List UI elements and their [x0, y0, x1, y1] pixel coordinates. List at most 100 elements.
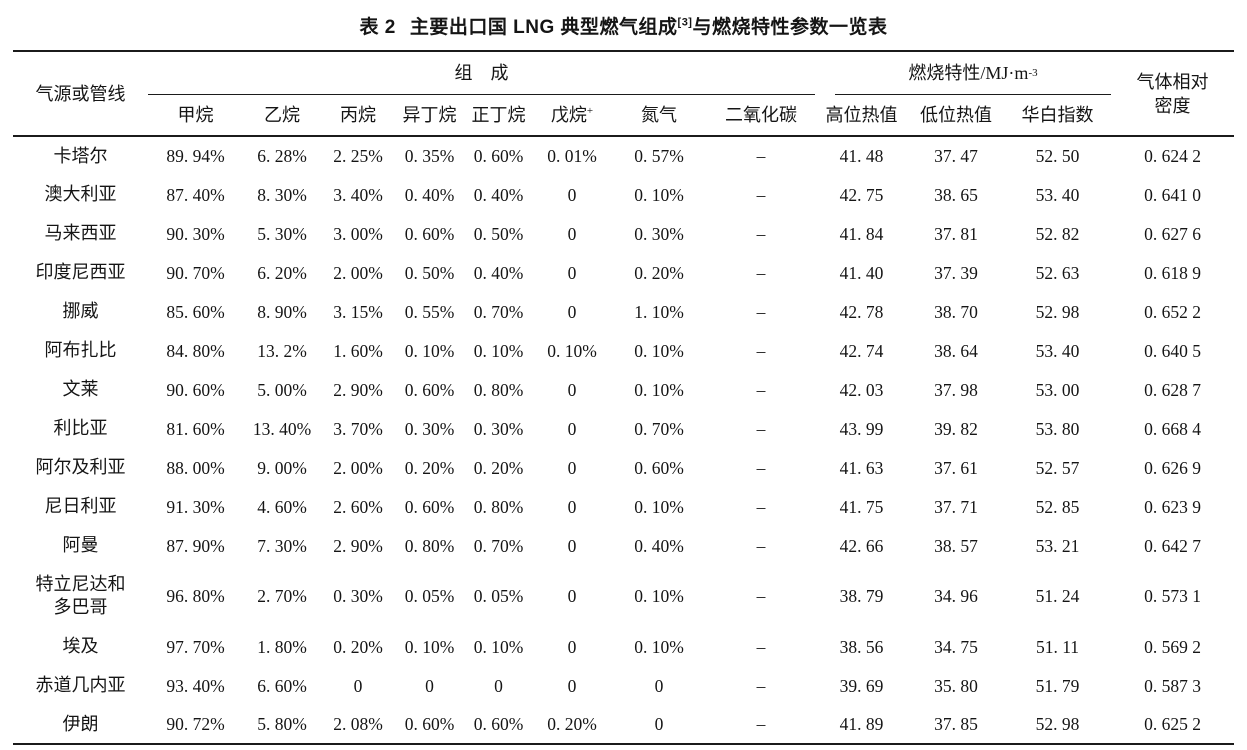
row-cell: 0. 587 3	[1144, 675, 1201, 696]
row-cell: 0. 652 2	[1144, 301, 1201, 322]
row-cell: 0. 80%	[473, 379, 524, 400]
row-cell: 35. 80	[934, 675, 978, 696]
row-cell: 0. 50%	[473, 223, 524, 244]
row-cell: 34. 96	[934, 586, 978, 606]
row-cell: 1. 10%	[634, 301, 684, 322]
row-cell: 0. 20%	[333, 636, 383, 657]
row-cell: 4. 60%	[257, 496, 307, 517]
row-source: 伊朗	[62, 713, 99, 734]
table-body: 卡塔尔 89. 94% 6. 28% 2. 25% 0. 35% 0. 60% …	[13, 136, 1234, 744]
row-cell: 2. 08%	[333, 714, 383, 734]
row-cell: 53. 40	[1035, 184, 1080, 205]
row-cell: 0. 60%	[404, 223, 455, 244]
row-source: 赤道几内亚	[35, 675, 126, 695]
row-cell: 52. 82	[1035, 223, 1080, 244]
row-cell: 96. 80%	[166, 586, 225, 606]
row-cell: 2. 90%	[333, 535, 383, 556]
row-cell: 0. 10%	[404, 340, 455, 361]
row-cell: 37. 39	[934, 262, 978, 283]
row-cell: 0. 60%	[404, 714, 455, 734]
row-cell: 2. 60%	[333, 496, 383, 517]
row-cell: 0. 80%	[404, 535, 455, 556]
row-cell: 42. 78	[839, 301, 884, 322]
row-cell: 13. 2%	[257, 340, 307, 361]
row-cell: 0. 10%	[404, 636, 455, 657]
row-cell: 0. 625 2	[1144, 714, 1201, 734]
row-cell: 0	[567, 418, 577, 439]
row-cell: 88. 00%	[166, 457, 225, 478]
row-cell: 2. 00%	[333, 457, 383, 478]
row-cell: 6. 60%	[257, 675, 307, 696]
header-gas-source: 气源或管线	[13, 51, 148, 137]
row-cell: 8. 30%	[257, 184, 307, 205]
row-cell: 0. 10%	[634, 340, 684, 361]
header-isobutane: 异丁烷	[395, 95, 464, 137]
row-cell: 51. 79	[1035, 675, 1080, 696]
row-cell: 0	[654, 675, 664, 696]
row-cell: 5. 00%	[257, 379, 307, 400]
row-source: 阿尔及利亚	[35, 457, 126, 477]
header-hhv: 高位热值	[815, 95, 908, 137]
row-cell: 52. 63	[1035, 262, 1080, 283]
row-cell: 0. 40%	[473, 184, 524, 205]
row-cell: 0. 35%	[404, 146, 455, 166]
table-header: 气源或管线 组 成 燃烧特性/MJ·m -3 气体相对 密度 甲烷 乙烷 丙烷 异…	[13, 51, 1235, 137]
row-cell: 0. 668 4	[1144, 418, 1201, 439]
row-cell: 42. 66	[839, 535, 884, 556]
row-source: 特立尼达和多巴哥	[35, 574, 126, 617]
row-cell: 41. 84	[839, 223, 884, 244]
row-cell: 0	[567, 262, 577, 283]
row-cell: –	[756, 184, 766, 205]
row-cell: 7. 30%	[257, 535, 307, 556]
row-cell: 37. 85	[934, 714, 978, 734]
table-number: 表 2	[359, 17, 396, 38]
row-cell: 0. 10%	[634, 586, 684, 606]
row-cell: 0. 30%	[404, 418, 455, 439]
row-cell: 52. 57	[1035, 457, 1080, 478]
row-cell: 0	[353, 675, 363, 696]
row-cell: 53. 21	[1035, 535, 1080, 556]
row-source: 阿布扎比	[44, 340, 117, 360]
row-cell: 0	[567, 379, 577, 400]
row-source: 埃及	[62, 636, 99, 656]
row-cell: 9. 00%	[257, 457, 307, 478]
row-cell: 0. 40%	[473, 262, 524, 283]
row-cell: 0. 60%	[634, 457, 684, 478]
row-cell: 93. 40%	[166, 675, 225, 696]
gas-source-label: 气源或管线	[35, 83, 126, 104]
row-cell: 84. 80%	[166, 340, 225, 361]
row-cell: 34. 75	[934, 636, 978, 657]
row-cell: 0. 60%	[404, 379, 455, 400]
row-source: 卡塔尔	[53, 145, 108, 166]
row-cell: 0	[567, 636, 577, 657]
lng-data-table: 气源或管线 组 成 燃烧特性/MJ·m -3 气体相对 密度 甲烷 乙烷 丙烷 异…	[13, 50, 1235, 745]
row-cell: 81. 60%	[166, 418, 225, 439]
composition-group-label: 组 成	[454, 63, 509, 83]
density-label-line1: 气体相对	[1136, 71, 1209, 92]
row-cell: 0. 20%	[473, 457, 524, 478]
row-cell: 90. 60%	[166, 379, 225, 400]
row-cell: 0. 20%	[634, 262, 684, 283]
row-source: 挪威	[62, 301, 99, 321]
row-cell: 43. 99	[839, 418, 884, 439]
row-source: 印度尼西亚	[35, 262, 126, 282]
header-methane: 甲烷	[148, 95, 243, 137]
row-cell: 41. 75	[839, 496, 884, 517]
row-cell: 37. 81	[934, 223, 978, 244]
pentane-label: 戊烷	[550, 105, 587, 125]
row-cell: 39. 69	[839, 675, 884, 696]
row-cell: 37. 71	[934, 496, 978, 517]
header-group-combustion: 燃烧特性/MJ·m -3	[815, 51, 1112, 95]
row-cell: 0. 10%	[634, 636, 684, 657]
row-cell: 37. 98	[934, 379, 978, 400]
row-cell: 0. 628 7	[1144, 379, 1201, 400]
row-cell: 13. 40%	[252, 418, 312, 439]
row-cell: 0	[567, 496, 577, 517]
table-row: 尼日利亚 91. 30% 4. 60% 2. 60% 0. 60% 0. 80%…	[13, 487, 1234, 526]
row-cell: 0. 55%	[404, 301, 455, 322]
header-nitrogen: 氮气	[611, 95, 707, 137]
row-source: 阿曼	[62, 535, 99, 555]
row-cell: 0. 01%	[547, 146, 597, 166]
header-lhv: 低位热值	[908, 95, 1004, 137]
